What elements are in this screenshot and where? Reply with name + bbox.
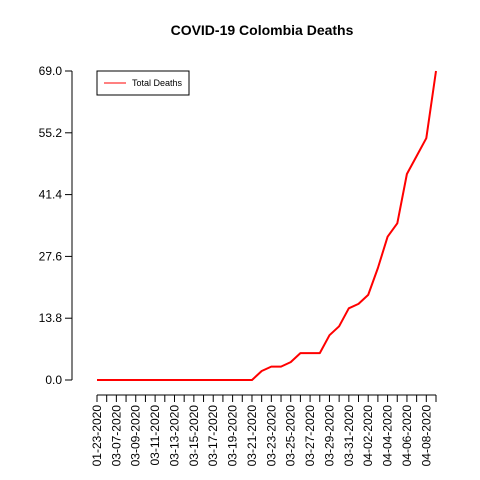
chart-title: COVID-19 Colombia Deaths xyxy=(171,22,354,38)
x-tick-label: 03-17-2020 xyxy=(206,405,220,467)
x-tick-label: 03-13-2020 xyxy=(167,405,181,467)
x-tick-label: 03-29-2020 xyxy=(322,405,336,467)
series-layer xyxy=(97,70,437,381)
y-tick-label: 27.6 xyxy=(39,249,63,263)
y-tick-label: 69.0 xyxy=(39,64,63,78)
y-tick-label: 55.2 xyxy=(39,126,63,140)
x-tick-label: 04-06-2020 xyxy=(400,405,414,467)
legend-label: Total Deaths xyxy=(132,78,183,88)
x-tick-label: 03-27-2020 xyxy=(303,405,317,467)
x-tick-label: 03-11-2020 xyxy=(148,405,162,466)
y-axis: 0.0 13.8 27.6 41.4 55.2 69.0 xyxy=(39,64,73,387)
legend: Total Deaths xyxy=(96,70,190,96)
x-axis: 01-23-2020 03-07-2020 03-09-2020 03-11-2020… xyxy=(90,394,437,467)
x-tick-label: 04-02-2020 xyxy=(361,405,375,467)
x-tick-label: 03-15-2020 xyxy=(187,405,201,467)
x-tick-label: 04-08-2020 xyxy=(419,405,433,467)
x-tick-label: 03-21-2020 xyxy=(245,405,259,467)
x-tick-label: 03-25-2020 xyxy=(284,405,298,467)
x-tick-label: 04-04-2020 xyxy=(381,405,395,467)
y-tick-label: 0.0 xyxy=(45,373,62,387)
series-line xyxy=(97,70,437,381)
x-tick-label: 03-31-2020 xyxy=(342,405,356,467)
x-tick-label: 01-23-2020 xyxy=(90,405,104,467)
x-tick-label: 03-19-2020 xyxy=(226,405,240,467)
y-tick-label: 13.8 xyxy=(39,311,63,325)
x-tick-label: 03-23-2020 xyxy=(264,405,278,467)
x-tick-label: 03-07-2020 xyxy=(109,405,123,467)
y-tick-label: 41.4 xyxy=(39,188,63,202)
x-tick-label: 03-09-2020 xyxy=(129,405,143,467)
